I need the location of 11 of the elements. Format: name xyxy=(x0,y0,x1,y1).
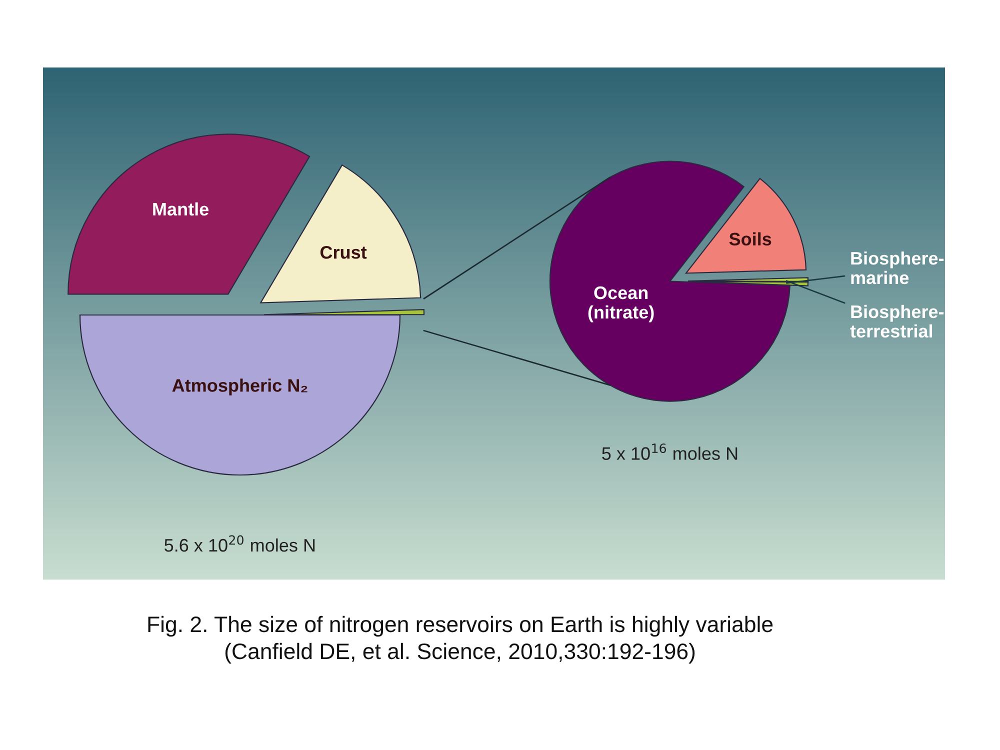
slice-label: Crust xyxy=(320,246,367,259)
caption: Fig. 2. The size of nitrogen reservoirs on Earth is highly variable xyxy=(148,616,773,637)
slice-label: Biosphere-marine xyxy=(851,251,944,284)
slice-label: Mantle xyxy=(153,202,209,216)
text: 5 x 10$^{16}$ moles N xyxy=(602,443,738,460)
text: 5.6 x 10$^{20}$ moles N xyxy=(164,535,315,552)
slice-label: Ocean (nitrate) xyxy=(588,286,654,322)
slice-label: Biosphere-terrestrial xyxy=(850,304,944,338)
slice-label: Atmospheric N₂ xyxy=(172,378,308,396)
slice-label: Soils xyxy=(729,232,772,246)
text: (Canfield DE, et al. Science, 2010,330:192-196) xyxy=(225,642,695,664)
